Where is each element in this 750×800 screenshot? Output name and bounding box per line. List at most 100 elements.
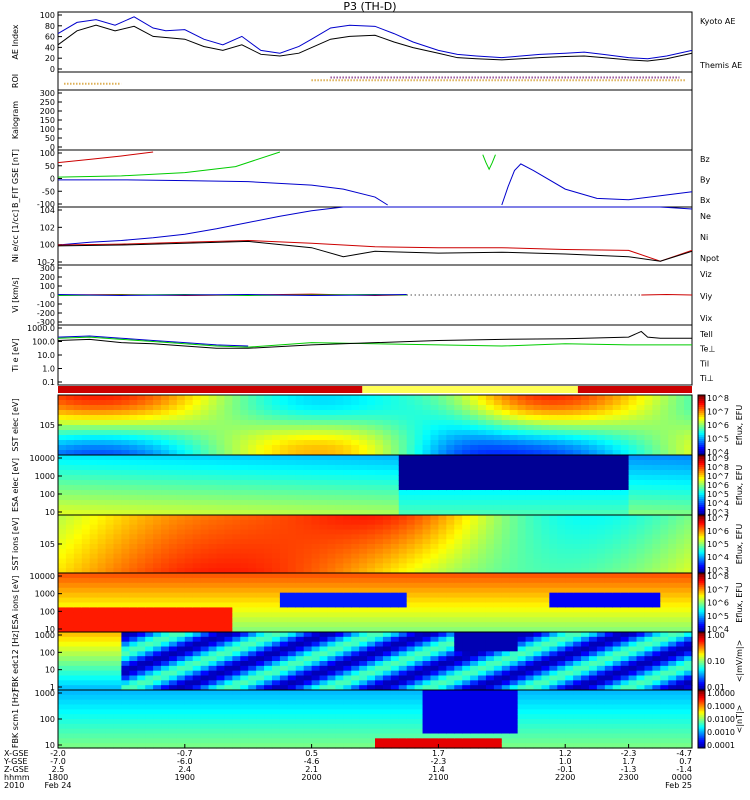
esa_i-cell	[224, 617, 233, 623]
esa_i-cell	[232, 617, 241, 623]
esa_i-cell	[462, 617, 471, 623]
sst_e-cell	[636, 405, 646, 411]
esa_i-cell	[382, 577, 392, 584]
esa_i-cell	[351, 592, 360, 599]
esa_i-cell	[232, 597, 241, 604]
sst_i-cell	[668, 563, 677, 569]
sst_e-cell	[604, 440, 614, 446]
sst_e-cell	[382, 425, 392, 431]
esa_e-cell	[644, 455, 653, 461]
esa_e-cell	[264, 480, 273, 486]
esa_i-cell	[335, 573, 344, 579]
fbk_e-cell	[327, 680, 336, 686]
sst_i-cell	[604, 548, 614, 555]
fbk_e-cell	[184, 656, 194, 662]
esa_e-ytick-label: 10000	[30, 454, 55, 463]
esa_e-cell	[97, 455, 107, 461]
esa_e-cell	[406, 465, 416, 471]
esa_i-cell	[565, 627, 574, 633]
esa_e-cell	[636, 495, 646, 501]
sst_e-cell	[145, 425, 154, 431]
sst_i-cell	[153, 524, 162, 531]
sst_i-cell	[406, 558, 416, 564]
sst_i-cell	[73, 519, 83, 526]
sst_e-cell	[375, 410, 384, 416]
esa_e-cell	[137, 470, 146, 476]
sst_e-cell	[430, 395, 439, 401]
esa_e-cell	[240, 495, 249, 501]
vi-legend-1: Viy	[700, 292, 713, 301]
sst_i-cell	[176, 563, 186, 569]
esa_i-cell	[470, 622, 479, 628]
fbk_e-cell	[327, 670, 336, 677]
sst_i-cell	[485, 558, 495, 564]
sst_e-cell	[279, 450, 289, 456]
sst_i-cell	[81, 544, 91, 550]
sst_e-cell	[390, 425, 400, 431]
fbk_e-cell	[145, 670, 154, 677]
esa_e-colorbar-tick: 10^6	[707, 481, 729, 490]
sst_e-cell	[549, 405, 558, 411]
esa_i-cell	[303, 622, 313, 628]
esa_i-cell	[573, 627, 582, 633]
esa_e-cell	[390, 470, 400, 476]
esa_i-cell	[414, 597, 424, 604]
esa_i-cell	[232, 573, 241, 579]
esa_i-cell	[375, 587, 384, 594]
fbk_e-cell	[264, 636, 273, 643]
esa_i-cell	[264, 582, 273, 589]
sst_e-cell	[636, 445, 646, 451]
sst_i-cell	[390, 568, 400, 574]
esa_e-cell	[557, 510, 566, 516]
esa_e-cell	[311, 500, 321, 506]
fbk_e-cell	[549, 632, 558, 638]
esa_e-cell	[438, 500, 447, 506]
fbk_e-cell	[311, 680, 321, 686]
sst_i-cell	[644, 519, 653, 526]
fbk_e-cell	[573, 661, 582, 667]
fbk_e-cell	[89, 656, 99, 662]
fbk_e-cell	[303, 651, 313, 657]
esa_i-cell	[501, 607, 511, 613]
sst_i-cell	[565, 558, 574, 564]
sst_e-cell	[319, 405, 329, 411]
sst_e-cell	[311, 440, 321, 446]
esa_i-cell	[565, 587, 574, 594]
sst_e-cell	[264, 450, 273, 456]
sst_e-cell	[89, 395, 99, 401]
sst_e-cell	[588, 425, 598, 431]
fbk_e-cell	[113, 675, 122, 681]
fbk_e-cell	[192, 641, 202, 648]
fbk_e-cell	[509, 651, 519, 657]
sst_i-cell	[89, 524, 99, 531]
fbk_e-cell	[359, 651, 368, 657]
sst_i-colorbar-cell	[698, 555, 705, 559]
esa_e-cell	[375, 475, 384, 481]
fbk_e-cell	[525, 646, 535, 652]
sst_e-cell	[176, 440, 186, 446]
fbk_e-cell	[335, 685, 344, 691]
esa_i-cell	[176, 602, 186, 609]
esa_e-cell	[327, 490, 336, 496]
esa_e-colorbar-cell	[698, 505, 705, 508]
sst_i-cell	[501, 524, 511, 531]
sst_e-cell	[89, 415, 99, 421]
sst_e-cell	[271, 395, 281, 401]
fbk_e-cell	[438, 641, 447, 648]
sst_e-cell	[382, 420, 392, 426]
esa_e-colorbar-cell	[698, 489, 705, 492]
fbk_e-cell	[390, 641, 400, 648]
fbk_e-cell	[343, 636, 352, 643]
esa_e-colorbar-cell	[698, 461, 705, 464]
esa_e-cell	[676, 495, 685, 501]
fbk_e-cell	[343, 661, 352, 667]
sst_e-cell	[161, 420, 170, 426]
sst_i-cell	[137, 539, 146, 545]
fbk_e-cell	[462, 646, 471, 652]
sst_i-cell	[168, 568, 178, 574]
sst_e-cell	[184, 395, 194, 401]
sst_i-cell	[335, 558, 344, 564]
sst_i-cell	[525, 568, 535, 574]
sst_e-cell	[279, 410, 289, 416]
esa_e-cell	[565, 500, 574, 506]
